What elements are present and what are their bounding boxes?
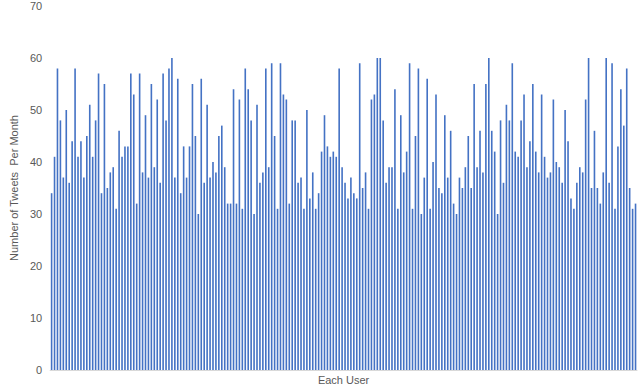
svg-text:70: 70 [30,0,42,12]
svg-text:20: 20 [30,260,42,272]
svg-text:Each User: Each User [318,374,370,386]
svg-text:0: 0 [36,364,42,376]
svg-text:60: 60 [30,52,42,64]
svg-text:30: 30 [30,208,42,220]
svg-text:10: 10 [30,312,42,324]
svg-text:Number of Tweets Per Month: Number of Tweets Per Month [8,115,20,261]
svg-text:40: 40 [30,156,42,168]
svg-text:50: 50 [30,104,42,116]
